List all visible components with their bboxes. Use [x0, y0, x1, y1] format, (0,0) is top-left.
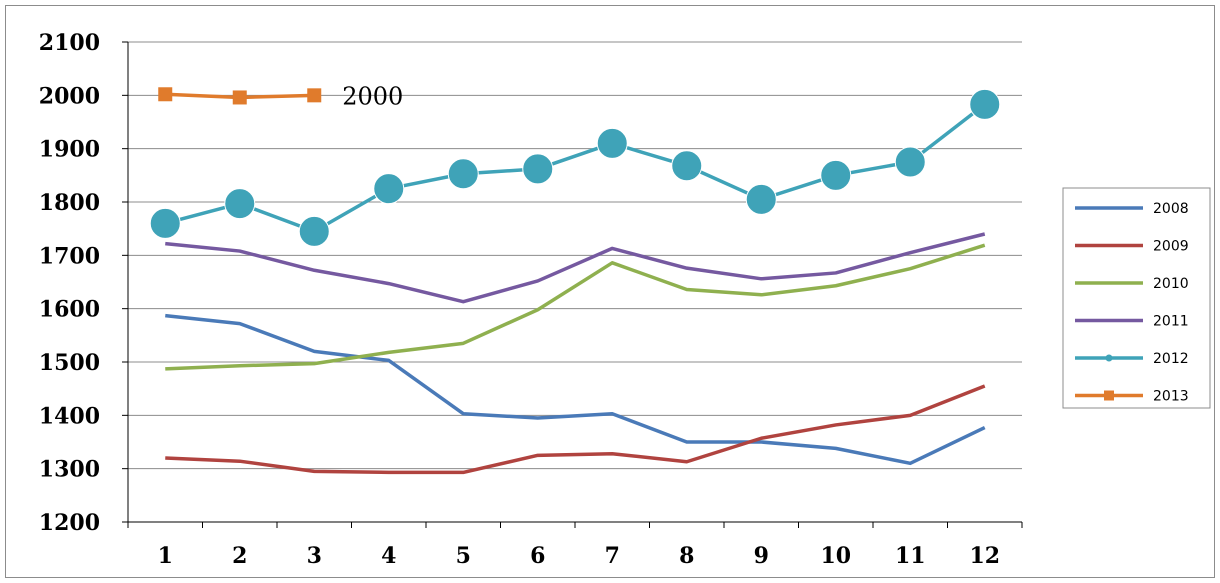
x-tick-label-9: 9: [754, 543, 769, 569]
legend-item-2011: 2011: [1075, 314, 1189, 330]
legend-marker-2013: [1104, 390, 1114, 401]
x-tick-label-11: 11: [895, 543, 926, 569]
y-tick-label-1300: 1300: [39, 457, 100, 483]
point-2012-9: [745, 183, 777, 215]
series-2012: [149, 88, 1001, 247]
x-tick-label-10: 10: [820, 543, 851, 569]
y-tick-label-1800: 1800: [39, 190, 100, 216]
line-2012: [164, 103, 986, 234]
legend-marker-2012: [1105, 354, 1113, 362]
y-tick-labels: 1200 1300 1400 1500 1600 1700 1800 1900 2000 2100: [39, 30, 100, 536]
series-2008: [165, 313, 986, 466]
point-2012-6: [522, 153, 554, 185]
point-2012-3: [298, 215, 330, 247]
x-tick-label-2: 2: [232, 543, 247, 569]
legend-item-2013: 2013: [1075, 389, 1189, 405]
legend-label-2013: 2013: [1153, 389, 1189, 405]
legend-item-2008: 2008: [1075, 201, 1189, 217]
x-tick-label-12: 12: [969, 543, 1000, 569]
x-tick-label-6: 6: [530, 543, 545, 569]
point-2012-12: [969, 88, 1001, 120]
x-tick-labels: 1 2 3 4 5 6 7 8 9 10 11 12: [158, 543, 1000, 569]
point-2012-8: [671, 150, 703, 182]
point-2013-1: [158, 87, 173, 102]
line-2009: [165, 384, 986, 475]
series-2013: [158, 87, 322, 105]
point-2012-11: [894, 146, 926, 178]
x-tick-label-7: 7: [605, 543, 620, 569]
line-2011: [165, 232, 986, 304]
point-2012-5: [447, 158, 479, 190]
legend-box: [1062, 187, 1211, 409]
legend-item-2012: 2012: [1075, 351, 1189, 367]
point-2012-2: [224, 188, 256, 220]
series-2010: [165, 243, 986, 371]
x-tick-label-4: 4: [381, 543, 396, 569]
legend-label-2008: 2008: [1153, 201, 1189, 217]
axes: [127, 42, 1022, 523]
y-tick-label-1600: 1600: [39, 297, 100, 323]
y-tick-label-1700: 1700: [39, 243, 100, 269]
y-tick-label-1400: 1400: [39, 403, 100, 429]
point-2012-1: [149, 207, 181, 239]
annotation-2000: 2000: [342, 82, 403, 110]
y-tick-label-1500: 1500: [39, 350, 100, 376]
point-2013-2: [232, 90, 247, 105]
annotations: 2000: [342, 82, 403, 110]
point-2012-10: [820, 159, 852, 191]
point-2012-7: [596, 127, 628, 159]
x-tick-label-5: 5: [456, 543, 471, 569]
point-2012-4: [373, 173, 405, 205]
legend-item-2009: 2009: [1075, 239, 1189, 255]
series-2009: [165, 384, 986, 475]
legend: 2008 2009 2010 2011 2012 2013: [1062, 187, 1211, 409]
legend-label-2010: 2010: [1153, 276, 1189, 292]
line-2010: [165, 243, 986, 371]
legend-label-2012: 2012: [1153, 351, 1189, 367]
point-2013-3: [307, 88, 322, 103]
y-tick-label-1900: 1900: [39, 137, 100, 163]
x-tick-label-8: 8: [679, 543, 694, 569]
y-tick-label-1200: 1200: [39, 510, 100, 536]
y-tick-label-2100: 2100: [39, 30, 100, 56]
line-2008: [165, 313, 986, 466]
y-tick-label-2000: 2000: [39, 83, 100, 109]
series-2011: [165, 232, 986, 304]
legend-label-2009: 2009: [1153, 239, 1189, 255]
chart-frame: [5, 5, 1215, 578]
legend-item-2010: 2010: [1075, 276, 1189, 292]
legend-label-2011: 2011: [1153, 314, 1189, 330]
x-tick-label-3: 3: [307, 543, 322, 569]
series-lines: [149, 87, 1001, 475]
x-tick-label-1: 1: [158, 543, 173, 569]
